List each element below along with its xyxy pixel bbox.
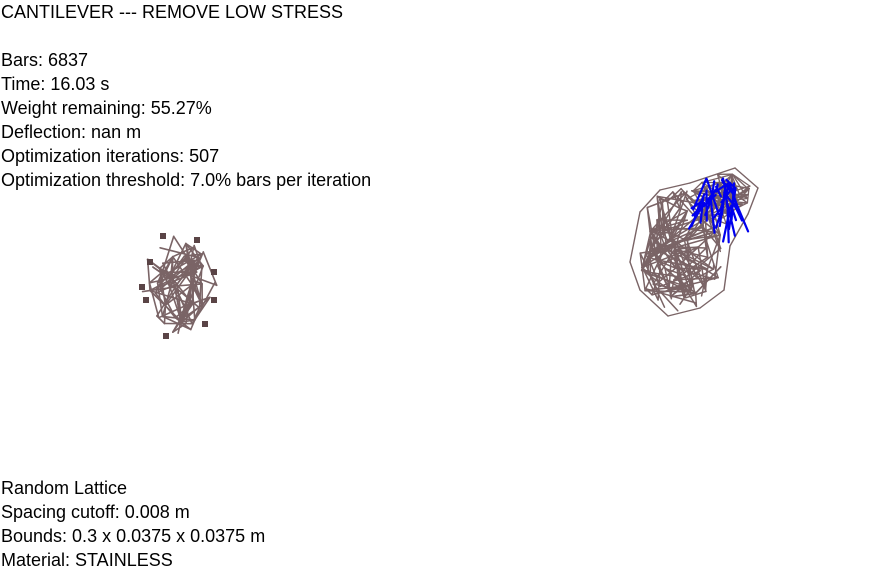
view-title: CANTILEVER --- REMOVE LOW STRESS: [1, 2, 344, 22]
weight-remaining: Weight remaining: 55.27%: [1, 98, 212, 118]
lattice-bounds: Bounds: 0.3 x 0.0375 x 0.0375 m: [1, 526, 266, 546]
high-stress-bars: [687, 177, 750, 244]
lattice-type: Random Lattice: [1, 478, 128, 498]
bars-count: Bars: 6837: [1, 50, 89, 70]
lattice-material: Material: STAINLESS: [1, 550, 173, 570]
spacing-cutoff: Spacing cutoff: 0.008 m: [1, 502, 190, 522]
deflection: Deflection: nan m: [1, 122, 142, 142]
lattice-left-view: [139, 233, 218, 339]
elapsed-time: Time: 16.03 s: [1, 74, 110, 94]
lattice-right-view: [629, 167, 759, 317]
optimization-iterations: Optimization iterations: 507: [1, 146, 220, 166]
optimization-threshold: Optimization threshold: 7.0% bars per it…: [1, 170, 372, 190]
